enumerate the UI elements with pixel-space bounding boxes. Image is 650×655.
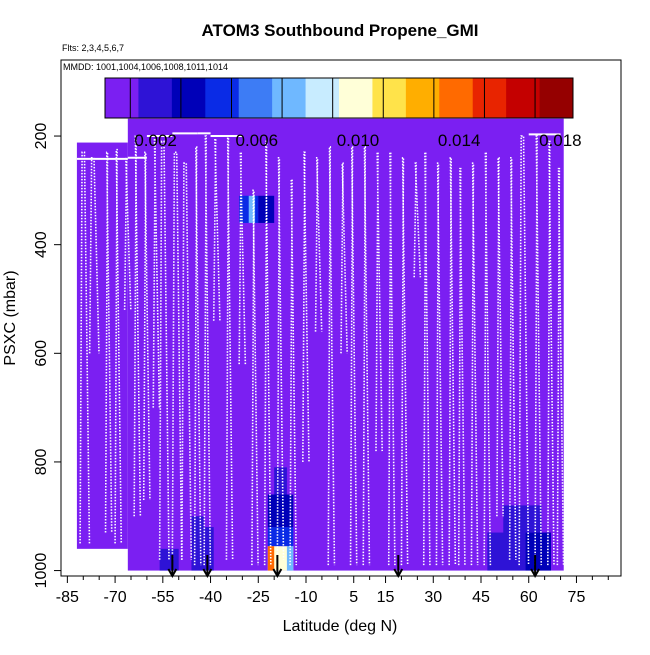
heatmap-cell [204,527,214,571]
flight-profile-trace [349,146,358,566]
colorbar-swatch [205,78,240,118]
x-tick-label: 30 [424,589,442,606]
heatmap-cell [248,195,256,223]
colorbar-swatch [272,78,307,118]
arrow-head [167,568,178,579]
flight-profile-trace [435,162,444,566]
flight-profile-trace [289,178,298,566]
flight-profile-trace [123,156,132,310]
colorbar-swatch [472,78,507,118]
colorbar-swatch [539,78,574,118]
x-tick-label: -25 [247,589,270,606]
x-tick-label: -70 [104,589,127,606]
flight-profile-trace [413,162,422,278]
x-tick-label: -10 [294,589,317,606]
flight-profile-trace [263,140,272,566]
colorbar-tick-label: 0.002 [134,131,177,150]
flight-profile-trace [302,151,310,462]
colorbar-swatch [171,78,206,118]
colorbar-swatch [305,78,340,118]
colorbar-tick-label: 0.018 [539,131,582,150]
x-tick-label: 5 [349,589,358,606]
x-tick-label: 15 [377,589,395,606]
y-tick-label: 200 [33,123,50,150]
flight-profile-trace [518,135,530,566]
colorbar-swatch [506,78,541,118]
colorbar: 0.002 0.006 0.010 0.014 0.018 [104,77,582,150]
heatmap-cell [191,516,205,571]
y-tick-label: 600 [33,340,50,367]
colorbar-tick-label: 0.006 [236,131,279,150]
flight-profile-trace [534,135,543,566]
heatmap-cell [274,467,287,495]
flight-profile-trace [276,156,285,560]
colorbar-tick-label: 0.014 [438,131,481,150]
x-axis: -85 -70 -55 -40 -25 -10 5 15 30 45 60 75 [56,576,609,606]
plot-frame [60,59,622,577]
flight-profile-trace [470,162,479,566]
heatmap-background-cell [127,118,564,571]
arrow-head [272,568,283,579]
flight-profile-trace [508,156,517,560]
heatmap-cell [159,548,179,571]
x-tick-label: -40 [199,589,222,606]
flight-profile-trace [314,156,323,332]
flight-profile-trace [181,162,193,560]
flight-profile-trace [457,167,466,566]
x-tick-label: -55 [151,589,174,606]
colorbar-swatch [339,78,373,118]
flight-profile-trace [327,146,336,566]
flight-profile-trace [400,156,409,566]
flight-profile-trace [193,146,202,566]
x-tick-label: 60 [520,589,538,606]
heatmap-layer [76,118,564,571]
y-tick-label: 1000 [33,553,50,589]
flight-profile-trace [251,189,259,566]
heatmap-cell [267,494,294,528]
colorbar-swatch [238,78,273,118]
colorbar-swatch [439,78,474,118]
x-tick-label: 45 [472,589,490,606]
flight-profile-trace [496,156,504,517]
flight-profile-trace [556,167,565,566]
colorbar-swatch [138,78,173,118]
flight-profile-trace [340,162,348,354]
x-tick-label: -85 [56,589,79,606]
x-axis-label: Latitude (deg N) [283,618,398,635]
arrow-head [530,568,540,579]
colorbar-frame [104,77,574,119]
arrow-head [393,568,404,579]
flight-profile-trace [203,135,212,566]
x-tick-label: 75 [568,589,586,606]
y-axis: 200 400 600 800 1000 [33,123,61,589]
flight-profile-trace [448,156,457,566]
mmdd-label: MMDD: 1001,1004,1006,1008,1011,1014 [63,62,228,72]
flight-profile-trace [114,148,123,544]
colorbar-swatch [372,78,407,118]
flight-profile-trace [171,151,183,560]
y-axis-label: PSXC (mbar) [2,270,19,365]
colorbar-tick-label: 0.010 [337,131,380,150]
y-tick-label: 400 [33,231,50,258]
chart-title: ATOM3 Southbound Propene_GMI [201,21,478,40]
flight-profile-trace [362,146,371,566]
flight-profile-trace [547,140,555,566]
flight-profile-trace [238,151,247,365]
flight-profile-trace [104,151,113,533]
flight-profile-trace [212,137,221,321]
heatmap-cell [525,532,551,571]
arrow-head [202,568,213,579]
colorbar-swatch [405,78,440,118]
flight-profile-trace [79,151,91,544]
flight-profile-trace [133,135,142,517]
flights-label: Flts: 2,3,4,5,6,7 [62,43,124,53]
flight-profile-trace [142,151,151,500]
flight-profile-lines [76,132,565,566]
surface-arrows [167,555,540,579]
heatmap-cell [267,527,294,547]
y-tick-label: 800 [33,448,50,475]
colorbar-swatch [105,78,139,118]
